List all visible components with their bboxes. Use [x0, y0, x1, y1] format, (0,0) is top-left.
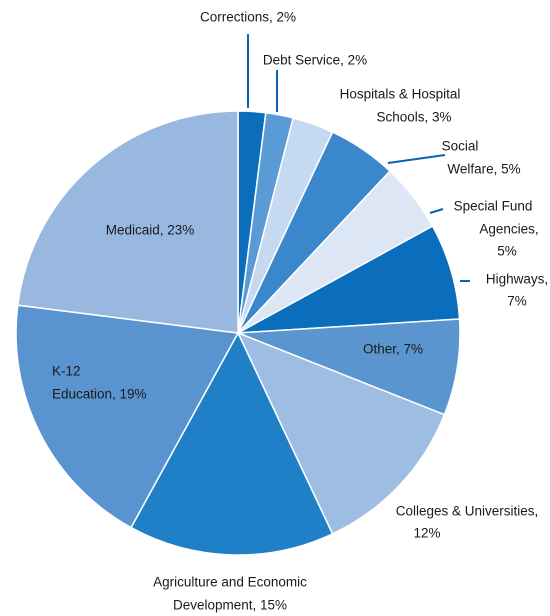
slice-label: K-12 [52, 364, 81, 379]
slice-label: 12% [413, 526, 440, 541]
pie-slice [130, 331, 334, 556]
slice-label: Debt Service, 2% [263, 53, 367, 68]
slice-label: Highways, [486, 272, 548, 287]
slice-label: 7% [507, 294, 527, 309]
pie-slice [16, 110, 239, 334]
slice-label: Social [442, 139, 479, 154]
slice-label: Education, 19% [52, 387, 147, 402]
leader-line [387, 154, 446, 164]
pie-slice [236, 331, 446, 535]
slice-label: Development, 15% [173, 598, 287, 613]
slice-label: Other, 7% [363, 342, 423, 357]
slice-label: Agencies, [479, 222, 538, 237]
slice-label: Hospitals & Hospital [340, 87, 461, 102]
slice-label: Medicaid, 23% [106, 223, 195, 238]
slice-label: Agriculture and Economic [153, 575, 307, 590]
slice-label: 5% [497, 244, 517, 259]
pie-slice [15, 304, 240, 529]
slice-label: Special Fund [454, 199, 533, 214]
slice-label: Corrections, 2% [200, 10, 296, 25]
slice-label: Colleges & Universities, [396, 504, 539, 519]
slice-label: Schools, 3% [376, 110, 451, 125]
leader-line [429, 208, 444, 214]
slice-label: Welfare, 5% [447, 162, 520, 177]
